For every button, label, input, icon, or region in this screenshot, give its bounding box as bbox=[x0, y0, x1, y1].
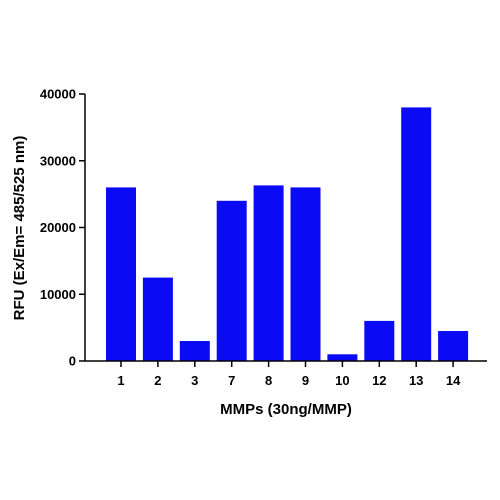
bar-mmp-1 bbox=[106, 187, 136, 361]
x-tick-label: 13 bbox=[409, 373, 423, 388]
x-tick-label: 2 bbox=[154, 373, 161, 388]
x-tick-label: 3 bbox=[191, 373, 198, 388]
bar-mmp-3 bbox=[179, 341, 210, 361]
x-axis-title: MMPs (30ng/MMP) bbox=[220, 401, 352, 418]
bar-mmp-13 bbox=[401, 107, 432, 362]
y-tick-label: 40000 bbox=[40, 87, 76, 102]
y-axis-ticks: 0 10000 20000 30000 40000 bbox=[40, 87, 85, 369]
x-tick-label: 8 bbox=[265, 373, 272, 388]
x-tick-label: 14 bbox=[446, 373, 461, 388]
bar-mmp-2 bbox=[142, 277, 173, 361]
bar-mmp-10 bbox=[327, 354, 358, 361]
bar-mmp-8 bbox=[253, 185, 284, 361]
x-tick-label: 1 bbox=[117, 373, 124, 388]
y-tick-label: 30000 bbox=[40, 153, 76, 168]
x-axis-ticks: 1 2 3 7 8 9 10 12 13 14 bbox=[117, 361, 461, 388]
x-tick-label: 12 bbox=[372, 373, 386, 388]
x-tick-label: 7 bbox=[228, 373, 235, 388]
bar-mmp-14 bbox=[438, 331, 469, 361]
bar-mmp-9 bbox=[290, 187, 321, 361]
y-tick-label: 10000 bbox=[40, 287, 76, 302]
bar-mmp-7 bbox=[216, 200, 247, 361]
bars-group bbox=[106, 107, 469, 362]
y-tick-label: 20000 bbox=[40, 220, 76, 235]
x-tick-label: 10 bbox=[335, 373, 349, 388]
y-tick-label: 0 bbox=[69, 354, 76, 369]
y-axis-title: RFU (Ex/Em= 485/525 nm) bbox=[11, 136, 28, 321]
x-tick-label: 9 bbox=[302, 373, 309, 388]
bar-mmp-12 bbox=[364, 320, 395, 361]
